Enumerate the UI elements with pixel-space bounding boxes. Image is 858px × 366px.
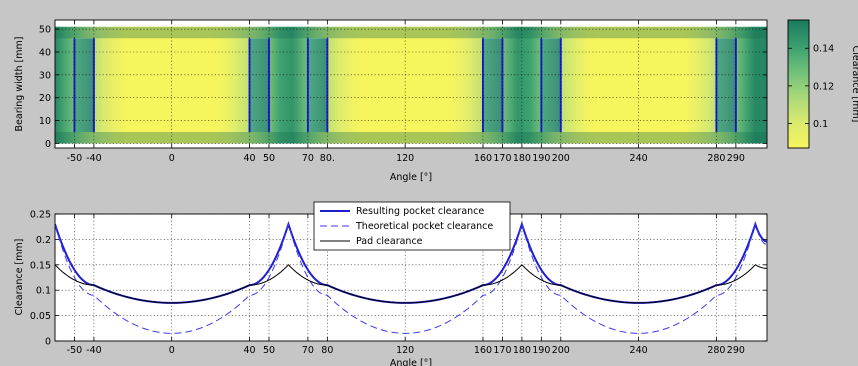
- top-y-axis-label: Bearing width [mm]: [14, 37, 25, 132]
- bearing-clearance-map: -50 -40 0 40 50 70 80. 120 160 170 180 190 200 240 280…: [14, 19, 768, 183]
- top-x-tick-label: 170: [493, 153, 511, 164]
- legend-label-pad: Pad clearance: [356, 236, 423, 247]
- bottom-y-axis-label: Clearance [mm]: [14, 239, 25, 316]
- colorbar-frame: [787, 19, 810, 149]
- bottom-x-tick-label: 0: [169, 345, 175, 356]
- top-x-tick-label: 40: [243, 153, 255, 164]
- colorbar: 0.1 0.12 0.14 Clearance [mm]: [787, 19, 858, 149]
- bottom-x-tick-label: 280: [707, 345, 725, 356]
- pad-surface: [55, 26, 767, 144]
- bottom-x-tick-label: 290: [727, 345, 745, 356]
- pocket-regions: [73, 38, 737, 132]
- top-x-tick-label: 50: [263, 153, 275, 164]
- top-grid: [55, 20, 767, 148]
- top-y-tick-label: 0: [45, 139, 51, 150]
- top-x-tick-label: 190: [532, 153, 550, 164]
- colorbar-tick-label: 0.1: [813, 119, 828, 130]
- edge-strip-1: [55, 26, 767, 39]
- bottom-x-tick-label: -40: [86, 345, 102, 356]
- top-x-tick-label: 80.: [320, 153, 335, 164]
- colorbar-tick-label: 0.12: [813, 81, 834, 92]
- top-x-tick-label: 120: [396, 153, 414, 164]
- top-x-ticks: -50 -40 0 40 50 70 80. 120 160 170 180 190 200 240 280…: [67, 20, 745, 164]
- legend-label-resulting: Resulting pocket clearance: [356, 206, 484, 217]
- legend-label-theoretical: Theoretical pocket clearance: [355, 221, 493, 232]
- colorbar-ticks: 0.1 0.12 0.14: [788, 44, 834, 130]
- top-x-tick-label: -50: [67, 153, 83, 164]
- bottom-x-ticks: -50 -40 0 40 50 70 80 120 160 170 180 190 200 240 280 2…: [67, 214, 745, 356]
- pocket-fill: [541, 38, 561, 132]
- legend: Resulting pocket clearance Theoretical p…: [313, 201, 511, 251]
- bottom-y-ticks: 0 0.05 0.1 0.15 0.2 0.25: [30, 210, 767, 348]
- bottom-x-tick-label: -50: [67, 345, 83, 356]
- bottom-x-axis-label: Angle [°]: [390, 358, 432, 366]
- top-x-axis-label: Angle [°]: [390, 172, 432, 183]
- edge-strip-shade-0: [55, 132, 767, 144]
- top-y-ticks: 0 10 20 30 40 50: [39, 25, 767, 150]
- top-plot-frame: [54, 19, 768, 149]
- top-y-tick-label: 10: [39, 116, 51, 127]
- edge-strip-0: [55, 132, 767, 144]
- colorbar-tick-label: 0.14: [813, 44, 834, 55]
- pocket-3: [481, 38, 504, 132]
- series-line-1: [55, 222, 767, 334]
- top-x-tick-label: 280: [707, 153, 725, 164]
- bottom-x-tick-label: 120: [396, 345, 414, 356]
- top-x-tick-label: 70: [302, 153, 314, 164]
- colorbar-gradient-bar: [788, 20, 809, 148]
- clearance-strips: [55, 26, 767, 144]
- bottom-x-tick-label: 180: [513, 345, 531, 356]
- bottom-x-tick-label: 200: [552, 345, 570, 356]
- top-x-tick-label: 160: [474, 153, 492, 164]
- clearance-line-chart: -50 -40 0 40 50 70 80 120 160 170 180 190 200 240 280 2…: [14, 201, 768, 366]
- bottom-grid: [55, 213, 767, 342]
- pocket-fill: [249, 38, 269, 132]
- bottom-y-tick-label: 0.15: [30, 260, 51, 271]
- bottom-x-tick-label: 50: [263, 345, 275, 356]
- top-x-tick-label: -40: [86, 153, 102, 164]
- pocket-1: [248, 38, 270, 132]
- bottom-x-tick-label: 240: [630, 345, 648, 356]
- top-y-tick-label: 50: [39, 25, 51, 36]
- pocket-fill: [307, 38, 328, 132]
- pocket-fill: [482, 38, 503, 132]
- pocket-4: [540, 38, 562, 132]
- top-x-tick-label: 0: [169, 153, 175, 164]
- pocket-5: [715, 38, 737, 132]
- bottom-y-tick-label: 0: [45, 337, 51, 348]
- bottom-y-tick-label: 0.25: [30, 210, 51, 221]
- colorbar-label: Clearance [mm]: [850, 46, 858, 123]
- bottom-x-tick-label: 190: [532, 345, 550, 356]
- bottom-y-tick-label: 0.05: [30, 311, 51, 322]
- pocket-fill: [716, 38, 736, 132]
- top-x-tick-label: 240: [630, 153, 648, 164]
- bottom-x-tick-label: 70: [302, 345, 314, 356]
- bottom-x-tick-label: 80: [321, 345, 333, 356]
- bottom-y-tick-label: 0.2: [36, 235, 51, 246]
- bottom-x-tick-label: 170: [493, 345, 511, 356]
- top-x-tick-label: 180: [513, 153, 531, 164]
- pocket-2: [306, 38, 329, 132]
- top-x-tick-label: 200: [552, 153, 570, 164]
- pocket-fill: [74, 38, 94, 132]
- series-lines: [55, 220, 767, 334]
- bottom-y-tick-label: 0.1: [36, 286, 51, 297]
- top-y-tick-label: 30: [39, 70, 51, 81]
- bottom-x-tick-label: 160: [474, 345, 492, 356]
- bottom-x-tick-label: 40: [243, 345, 255, 356]
- edge-strip-shade-1: [55, 26, 767, 39]
- top-y-tick-label: 40: [39, 48, 51, 59]
- series-line-2: [55, 264, 767, 304]
- pocket-0: [73, 38, 95, 132]
- top-x-tick-label: 290: [727, 153, 745, 164]
- top-y-tick-label: 20: [39, 93, 51, 104]
